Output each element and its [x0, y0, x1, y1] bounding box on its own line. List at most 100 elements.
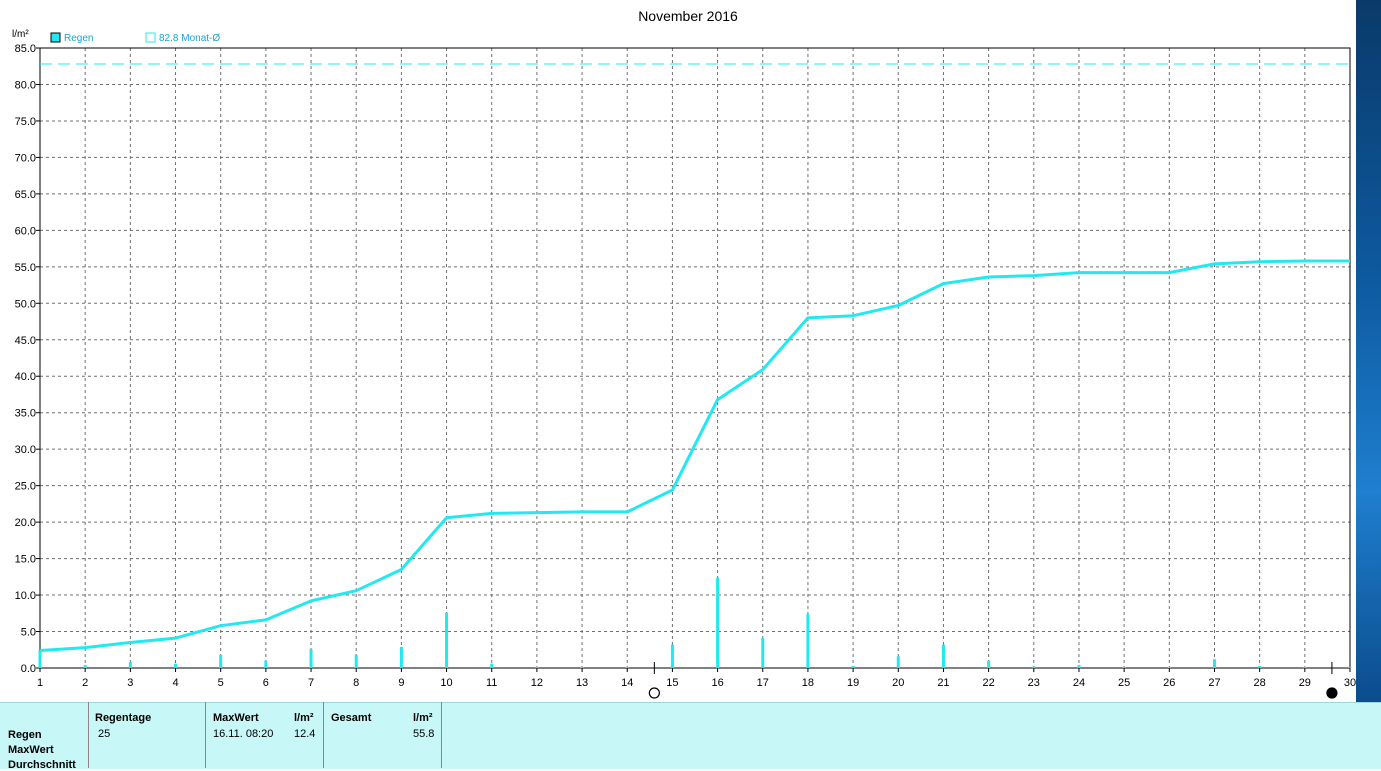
- maxwert-value: 12.4: [294, 728, 316, 740]
- x-tick-label: 26: [1163, 677, 1175, 689]
- daily-rain-bar: [38, 650, 42, 668]
- y-tick-label: 30.0: [15, 444, 36, 456]
- plot-frame: [39, 47, 1351, 669]
- daily-rain-bar: [625, 667, 629, 668]
- maxwert-header: MaxWert: [213, 712, 259, 724]
- x-tick-label: 7: [308, 677, 314, 689]
- x-tick-label: 4: [172, 677, 178, 689]
- daily-rain-bar: [987, 660, 991, 668]
- x-tick-label: 2: [82, 677, 88, 689]
- x-tick-label: 16: [711, 677, 723, 689]
- x-tick-label: 27: [1208, 677, 1220, 689]
- daily-rain-bar: [580, 667, 584, 668]
- row-label-regen: Regen: [8, 729, 42, 741]
- y-tick-label: 25.0: [15, 481, 36, 493]
- x-tick-label: 15: [666, 677, 678, 689]
- row-label-durchschnitt: Durchschnitt: [8, 759, 76, 771]
- x-tick-label: 19: [847, 677, 859, 689]
- x-tick-label: 28: [1254, 677, 1266, 689]
- x-tick-label: 23: [1028, 677, 1040, 689]
- desktop-background-strip: [1356, 0, 1381, 702]
- legend-label-average: 82.8 Monat-Ø: [159, 33, 220, 44]
- daily-rain-bar: [490, 663, 494, 668]
- x-tick-label: 25: [1118, 677, 1130, 689]
- daily-rain-bar: [806, 614, 810, 668]
- row-label-maxwert: MaxWert: [8, 744, 54, 756]
- daily-rain-bar: [896, 656, 900, 668]
- daily-rain-bar: [445, 612, 449, 668]
- new-moon-icon: [1326, 687, 1338, 699]
- daily-rain-bar: [1122, 667, 1126, 668]
- x-tick-label: 22: [982, 677, 994, 689]
- y-tick-label: 50.0: [15, 298, 36, 310]
- x-tick-label: 8: [353, 677, 359, 689]
- daily-rain-bar: [851, 665, 855, 668]
- daily-rain-bar: [1258, 665, 1262, 668]
- legend-swatch-regen: [50, 32, 61, 43]
- rain-chart: 0.0 5.0 10.0 15.0 20.0 25.0 30.0 35.0 40.0 45.0 50…: [12, 8, 1356, 699]
- x-tick-label: 1: [37, 677, 43, 689]
- x-tick-label: 20: [892, 677, 904, 689]
- daily-rain-bar: [309, 649, 313, 668]
- cumulative-rain-line: [39, 259, 1350, 652]
- y-tick-label: 65.0: [15, 189, 36, 201]
- maxwert-time: 16.11. 08:20: [213, 728, 274, 740]
- y-tick-label: 70.0: [15, 152, 36, 164]
- x-tick-label: 21: [937, 677, 949, 689]
- x-tick-label: 5: [218, 677, 224, 689]
- x-tick-label: 24: [1073, 677, 1085, 689]
- regentage-value: 25: [98, 728, 111, 740]
- daily-rain-bar: [128, 662, 132, 668]
- y-axis-unit-label: l/m²: [12, 29, 29, 40]
- daily-rain-bar: [941, 644, 945, 668]
- x-tick-label: 6: [263, 677, 269, 689]
- daily-rain-bar: [761, 638, 765, 668]
- y-tick-label: 55.0: [15, 262, 36, 274]
- y-tick-label: 40.0: [15, 371, 36, 383]
- x-tick-label: 9: [398, 677, 404, 689]
- x-tick-label: 3: [127, 677, 133, 689]
- y-tick-label: 60.0: [15, 225, 36, 237]
- legend-swatch-average: [145, 32, 156, 43]
- daily-rain-bar: [716, 577, 720, 668]
- y-tick-label: 20.0: [15, 517, 36, 529]
- daily-rain-bar: [83, 665, 87, 668]
- daily-rain-bar: [1077, 665, 1081, 668]
- x-tick-label: 29: [1299, 677, 1311, 689]
- chart-title: November 2016: [638, 8, 738, 24]
- full-moon-icon: [648, 687, 660, 699]
- daily-rain-bar: [399, 646, 403, 668]
- daily-rain-bar: [535, 667, 539, 668]
- stats-divider: [441, 702, 442, 768]
- legend-label-regen: Regen: [64, 33, 93, 44]
- daily-rain-bar: [219, 654, 223, 668]
- stats-divider: [323, 702, 324, 768]
- y-tick-label: 35.0: [15, 408, 36, 420]
- y-tick-label: 85.0: [15, 43, 36, 55]
- x-tick-label: 13: [576, 677, 588, 689]
- gesamt-value: 55.8: [413, 728, 435, 740]
- stats-table: Regen MaxWert Durchschnitt Regentage 25 …: [0, 702, 1381, 771]
- x-tick-label: 18: [802, 677, 814, 689]
- daily-rain-bar: [1348, 667, 1352, 668]
- daily-rain-bar: [264, 660, 268, 668]
- x-tick-label: 12: [531, 677, 543, 689]
- daily-rain-bar: [1167, 667, 1171, 668]
- daily-rain-bar: [1032, 666, 1036, 668]
- gesamt-header: Gesamt: [331, 712, 372, 724]
- y-tick-label: 45.0: [15, 335, 36, 347]
- daily-rain-bar: [174, 663, 178, 668]
- regentage-header: Regentage: [95, 712, 152, 724]
- maxwert-unit: l/m²: [294, 712, 314, 724]
- y-tick-label: 75.0: [15, 116, 36, 128]
- x-tick-label: 14: [621, 677, 633, 689]
- gesamt-unit: l/m²: [413, 712, 433, 724]
- x-tick-label: 30: [1344, 677, 1356, 689]
- y-tick-label: 10.0: [15, 590, 36, 602]
- daily-rain-bar: [354, 654, 358, 668]
- y-tick-label: 80.0: [15, 79, 36, 91]
- daily-rain-bar: [670, 644, 674, 668]
- stats-divider: [205, 702, 206, 768]
- daily-rain-bar: [1212, 659, 1216, 668]
- x-tick-label: 17: [757, 677, 769, 689]
